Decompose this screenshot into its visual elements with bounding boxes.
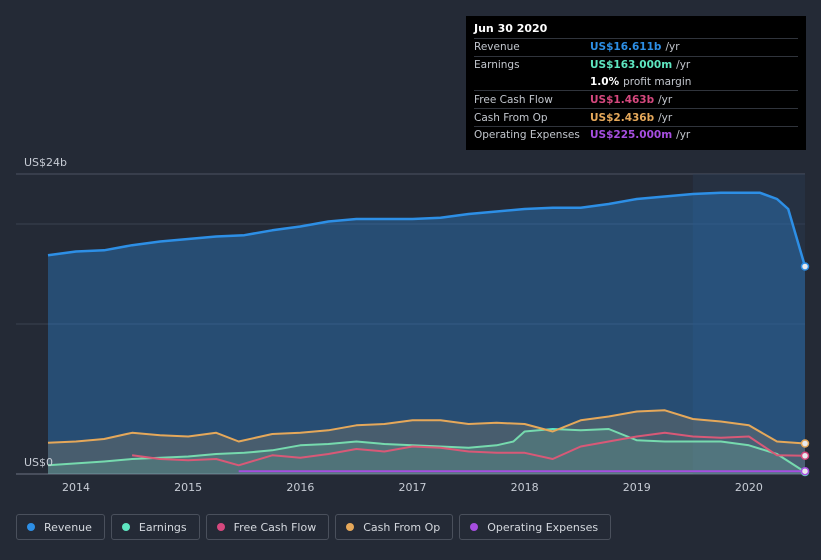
legend-dot-icon bbox=[346, 523, 355, 531]
legend-item-operating-expenses[interactable]: Operating Expenses bbox=[459, 514, 612, 540]
tooltip-row-value: US$2.436b bbox=[590, 111, 655, 124]
free-cash-flow-line bbox=[131, 431, 806, 467]
revenue-line bbox=[47, 191, 807, 267]
cash-from-op-endpoint bbox=[800, 439, 810, 448]
data-tooltip: Jun 30 2020 Revenue US$16.611b/yr Earnings… bbox=[466, 16, 806, 150]
tooltip-row-label: Revenue bbox=[474, 41, 520, 54]
operating-expenses-endpoint bbox=[800, 466, 810, 476]
tooltip-row-unit: /yr bbox=[665, 41, 680, 54]
legend-dot-icon bbox=[121, 523, 130, 531]
tooltip-row: Revenue US$16.611b/yr bbox=[474, 38, 798, 56]
series-layer bbox=[47, 191, 807, 475]
tooltip-row-value: 1.0% bbox=[590, 75, 620, 88]
legend-label: Cash From Op bbox=[363, 520, 441, 534]
tooltip-row-unit: profit margin bbox=[623, 75, 692, 88]
tooltip-row-label: Earnings bbox=[474, 59, 520, 72]
x-tick-label: 2017 bbox=[398, 481, 426, 494]
tooltip-row: Cash From Op US$2.436b/yr bbox=[474, 108, 798, 126]
legend-dot-icon bbox=[27, 523, 35, 531]
tooltip-row-value: US$225.000m bbox=[590, 129, 673, 142]
revenue-endpoint bbox=[800, 262, 810, 271]
tooltip-row-unit: /yr bbox=[676, 129, 691, 142]
legend-dot-icon bbox=[470, 523, 479, 531]
tooltip-row-value: US$1.463b bbox=[590, 93, 655, 106]
tooltip-row: Free Cash Flow US$1.463b/yr bbox=[474, 90, 798, 108]
y-axis-top-label: US$24b bbox=[24, 156, 67, 169]
revenue-area bbox=[48, 192, 805, 475]
legend-dot-icon bbox=[216, 523, 225, 531]
cash-from-op-area bbox=[48, 410, 805, 474]
x-tick-label: 2018 bbox=[511, 481, 539, 494]
legend-label: Earnings bbox=[138, 520, 187, 534]
x-tick-label: 2016 bbox=[286, 481, 314, 494]
tooltip-rows: Revenue US$16.611b/yr Earnings US$163.000m /… bbox=[474, 38, 798, 144]
legend-item-earnings[interactable]: Earnings bbox=[110, 514, 200, 540]
tooltip-date: Jun 30 2020 bbox=[474, 22, 548, 35]
y-axis-zero-label: US$0 bbox=[24, 456, 53, 469]
tooltip-row-label: Free Cash Flow bbox=[474, 93, 553, 106]
tooltip-row-value: US$16.611b bbox=[590, 41, 662, 54]
free-cash-flow-endpoint bbox=[800, 451, 810, 460]
tooltip-row: 1.0% profit margin bbox=[474, 74, 798, 91]
legend-label: Operating Expenses bbox=[487, 520, 599, 534]
legend-item-cash-from-op[interactable]: Cash From Op bbox=[335, 514, 454, 540]
tooltip-row-unit: /yr bbox=[676, 59, 691, 72]
x-tick-label: 2015 bbox=[174, 481, 202, 494]
legend-label: Revenue bbox=[44, 520, 92, 534]
x-axis-ticks: 2014 2015 2016 2017 2018 2019 2020 bbox=[62, 481, 763, 494]
axis-labels: US$24b US$0 bbox=[24, 156, 67, 469]
x-tick-label: 2019 bbox=[623, 481, 651, 494]
legend-item-free-cash-flow[interactable]: Free Cash Flow bbox=[205, 514, 330, 540]
earnings-line bbox=[47, 428, 806, 473]
legend-label: Free Cash Flow bbox=[233, 520, 317, 534]
x-tick-label: 2014 bbox=[62, 481, 90, 494]
cash-from-op-line bbox=[47, 409, 806, 445]
endpoint-markers bbox=[800, 262, 810, 477]
tooltip-row-label: Operating Expenses bbox=[474, 129, 580, 142]
chart-legend: Revenue Earnings Free Cash Flow Cash From O… bbox=[16, 514, 612, 540]
tooltip-row-value: US$163.000m bbox=[590, 59, 673, 72]
forecast-shade bbox=[692, 174, 805, 474]
tooltip-row-unit: /yr bbox=[658, 111, 673, 124]
tooltip-row-label: Cash From Op bbox=[474, 111, 548, 124]
tooltip-row-unit: /yr bbox=[658, 93, 673, 106]
tooltip-row: Operating Expenses US$225.000m/yr bbox=[474, 125, 798, 144]
x-tick-label: 2020 bbox=[735, 481, 763, 494]
legend-item-revenue[interactable]: Revenue bbox=[16, 514, 105, 540]
tooltip-row: Earnings US$163.000m/yr bbox=[474, 55, 798, 74]
grid-lines bbox=[16, 173, 805, 475]
